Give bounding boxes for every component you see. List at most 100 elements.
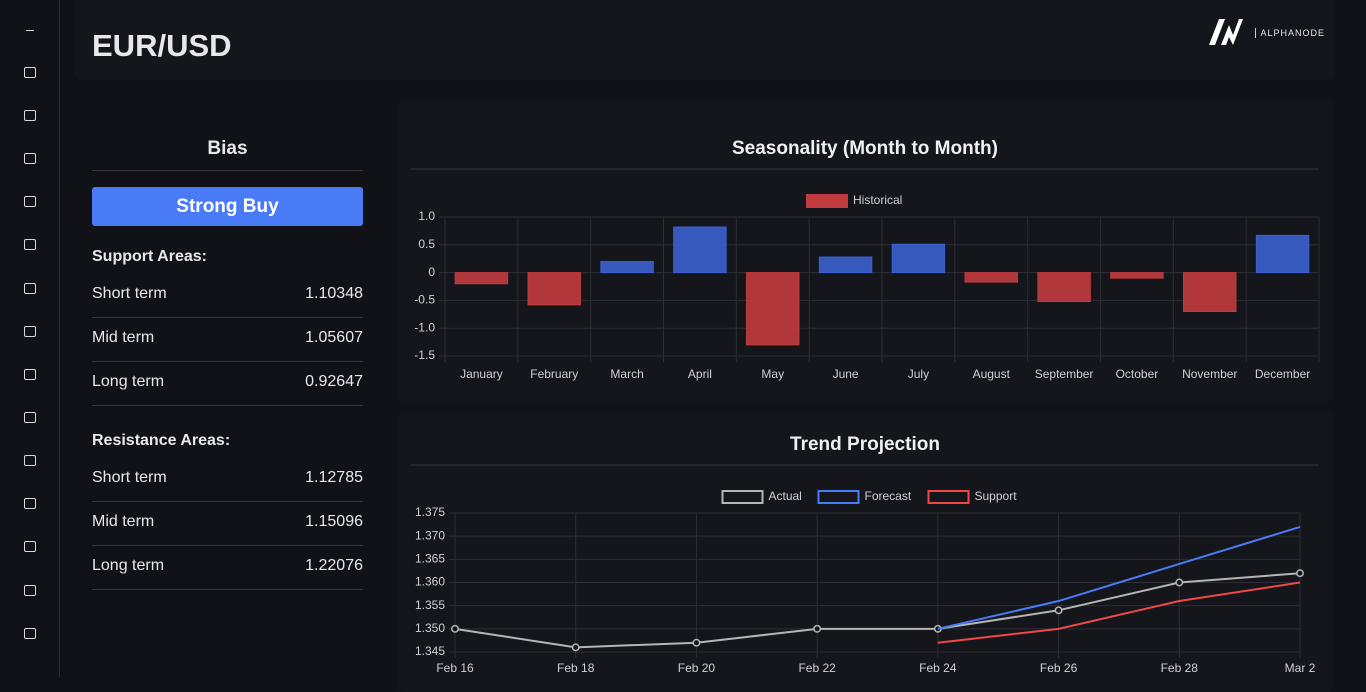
section-title: Support Areas: xyxy=(92,248,207,265)
bias-signal[interactable]: Strong Buy xyxy=(92,187,363,226)
x-tick-label: Feb 22 xyxy=(798,661,836,675)
point xyxy=(1054,606,1063,615)
y-tick-label: 1.355 xyxy=(415,598,445,612)
x-tick-label: March xyxy=(610,367,643,381)
bar xyxy=(1110,272,1164,279)
y-tick-label: 1.360 xyxy=(415,575,445,589)
trend-card xyxy=(397,412,1333,692)
level-label: Mid term xyxy=(92,329,155,346)
chart-title: Seasonality (Month to Month) xyxy=(732,138,998,159)
x-tick-label: November xyxy=(1182,367,1237,381)
x-tick-label: April xyxy=(688,367,712,381)
support-list: Short term 1.10348 Mid term 1.05607 Long ter… xyxy=(92,274,363,406)
nav-icon[interactable] xyxy=(24,153,36,164)
y-tick-label: 1.345 xyxy=(415,644,445,658)
nav-icon[interactable] xyxy=(24,196,36,207)
nav-icon[interactable] xyxy=(24,67,36,78)
bar xyxy=(1255,234,1310,274)
logo-text: ALPHANODE xyxy=(1255,28,1325,38)
nav-icon[interactable] xyxy=(24,369,36,380)
legend-label: Support xyxy=(975,489,1018,503)
y-tick-label: 1.350 xyxy=(415,621,445,635)
y-tick-label: 1.375 xyxy=(415,505,445,519)
y-tick-label: -1.5 xyxy=(414,348,435,362)
level-label: Mid term xyxy=(92,513,155,530)
point xyxy=(1175,578,1184,587)
x-tick-label: Feb 20 xyxy=(678,661,716,675)
bar xyxy=(454,272,509,285)
level-label: Short term xyxy=(92,469,167,486)
y-tick-label: 0 xyxy=(428,265,435,279)
y-tick-label: 1.365 xyxy=(415,552,445,566)
level-row: Long term 1.22076 xyxy=(92,546,363,590)
series-line xyxy=(937,581,1301,644)
nav-icon[interactable] xyxy=(24,283,36,294)
y-tick-label: 1.0 xyxy=(418,209,435,223)
legend-label: Forecast xyxy=(865,489,912,503)
x-tick-label: Feb 24 xyxy=(919,661,957,675)
level-value: 1.12785 xyxy=(305,469,363,486)
level-row: Mid term 1.05607 xyxy=(92,318,363,362)
nav-icon[interactable] xyxy=(24,541,36,552)
x-tick-label: May xyxy=(761,367,784,381)
x-tick-label: September xyxy=(1035,367,1094,381)
series-line xyxy=(454,572,1301,649)
x-tick-label: Feb 18 xyxy=(557,661,595,675)
charts: Seasonality (Month to Month) 1.0 0.5 0 -0.5 -… xyxy=(411,138,1320,675)
bar xyxy=(1037,272,1091,303)
nav-icon[interactable] xyxy=(24,628,36,639)
level-label: Long term xyxy=(92,373,165,390)
chart-title: Trend Projection xyxy=(790,434,940,455)
level-row: Short term 1.12785 xyxy=(92,458,363,502)
bar xyxy=(818,256,873,274)
x-tick-label: Feb 26 xyxy=(1040,661,1078,675)
x-tick-label: July xyxy=(908,367,929,381)
level-label: Long term xyxy=(92,557,165,574)
x-tick-label: August xyxy=(973,367,1011,381)
level-row: Short term 1.10348 xyxy=(92,274,363,318)
bar xyxy=(891,243,946,274)
level-value: 1.10348 xyxy=(305,285,363,302)
x-tick-label: October xyxy=(1116,367,1159,381)
resistance-list: Short term 1.12785 Mid term 1.15096 Long ter… xyxy=(92,458,363,590)
nav-icon[interactable] xyxy=(24,585,36,596)
x-tick-label: Mar 2 xyxy=(1285,661,1316,675)
point xyxy=(1296,569,1304,578)
header: EUR/USD ALPHANODE xyxy=(75,0,1335,80)
bar xyxy=(964,272,1018,283)
nav-icon[interactable] xyxy=(24,412,36,423)
sidebar xyxy=(0,0,60,677)
point xyxy=(692,638,701,647)
x-tick-label: February xyxy=(530,367,578,381)
level-value: 1.22076 xyxy=(305,557,363,574)
y-tick-label: -0.5 xyxy=(414,293,435,307)
y-tick-label: 1.370 xyxy=(415,528,445,542)
nav-icon[interactable] xyxy=(24,498,36,509)
page-title: EUR/USD xyxy=(92,28,232,63)
x-tick-label: December xyxy=(1255,367,1310,381)
legend-swatch xyxy=(927,490,970,504)
point xyxy=(451,624,459,633)
bar xyxy=(1183,272,1237,313)
logo-mark xyxy=(1209,19,1243,45)
nav-icon[interactable] xyxy=(24,110,36,121)
bias-title: Bias xyxy=(92,130,363,171)
nav-icon[interactable] xyxy=(24,455,36,466)
bar xyxy=(673,226,727,274)
x-tick-label: Feb 28 xyxy=(1161,661,1199,675)
section-title: Resistance Areas: xyxy=(92,432,231,449)
nav-icon[interactable] xyxy=(24,326,36,337)
bar xyxy=(527,272,581,306)
level-value: 1.05607 xyxy=(305,329,363,346)
level-value: 0.92647 xyxy=(305,373,363,390)
x-tick-label: Feb 16 xyxy=(436,661,474,675)
legend-swatch xyxy=(721,490,764,504)
y-tick-label: -1.0 xyxy=(414,320,435,334)
point xyxy=(571,643,580,652)
bar xyxy=(600,260,654,274)
x-tick-label: January xyxy=(460,367,503,381)
nav-icon[interactable] xyxy=(24,239,36,250)
legend-swatch xyxy=(806,194,848,208)
legend-label: Actual xyxy=(769,489,802,503)
nav-icon[interactable] xyxy=(26,30,34,31)
